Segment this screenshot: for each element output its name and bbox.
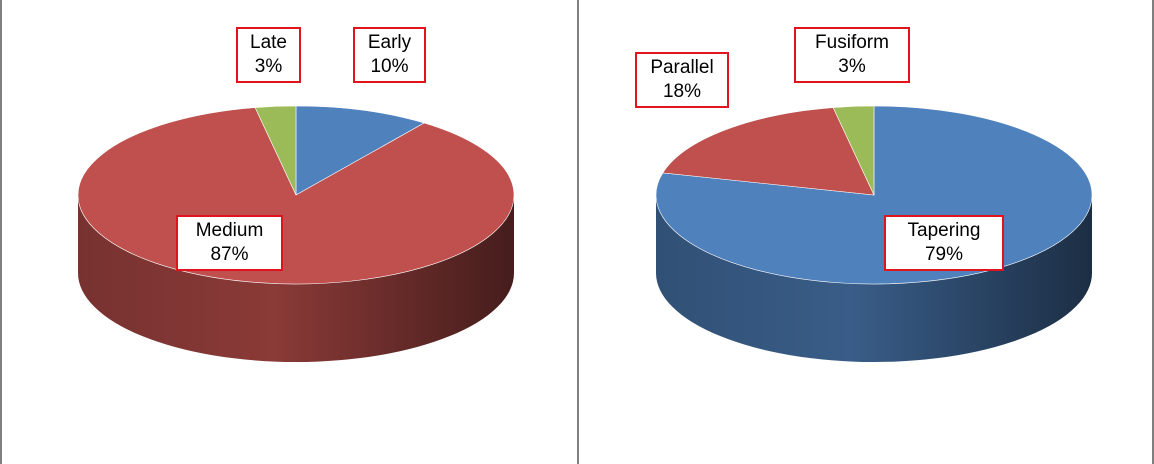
- slice-label-tapering: Tapering 79%: [884, 215, 1004, 271]
- pie-slice-fusiform: [832, 105, 875, 196]
- slice-label-early-name: Early: [367, 32, 412, 53]
- slice-label-parallel-value: 18%: [662, 81, 702, 102]
- pie-chart-left: Late 3% Early 10% Medium 87%: [77, 27, 515, 362]
- slice-label-tapering-value: 79%: [924, 244, 964, 265]
- slice-label-tapering-name: Tapering: [907, 220, 981, 241]
- slice-label-fusiform-name: Fusiform: [815, 32, 889, 53]
- slice-label-early-value: 10%: [370, 56, 409, 77]
- slice-label-fusiform-value: 3%: [838, 56, 866, 77]
- slice-label-medium-value: 87%: [210, 244, 249, 265]
- slice-label-fusiform: Fusiform 3%: [794, 27, 910, 83]
- pie-side-medium: [78, 195, 514, 362]
- slice-label-parallel: Parallel 18%: [635, 52, 729, 108]
- slice-label-medium: Medium 87%: [176, 215, 283, 271]
- pie-slice-parallel: [662, 107, 875, 196]
- slice-label-late: Late 3%: [236, 27, 301, 83]
- slice-label-late-value: 3%: [254, 56, 283, 77]
- pie-side-tapering: [656, 195, 1092, 362]
- slice-label-early: Early 10%: [353, 27, 426, 83]
- slice-label-medium-name: Medium: [195, 220, 264, 241]
- slice-label-late-name: Late: [250, 32, 287, 53]
- pie-slice-early: [295, 105, 425, 196]
- pie-chart-right: Parallel 18% Fusiform 3% Tapering 79%: [578, 0, 1154, 464]
- slice-label-parallel-name: Parallel: [650, 57, 714, 78]
- pie-slice-late: [254, 105, 297, 196]
